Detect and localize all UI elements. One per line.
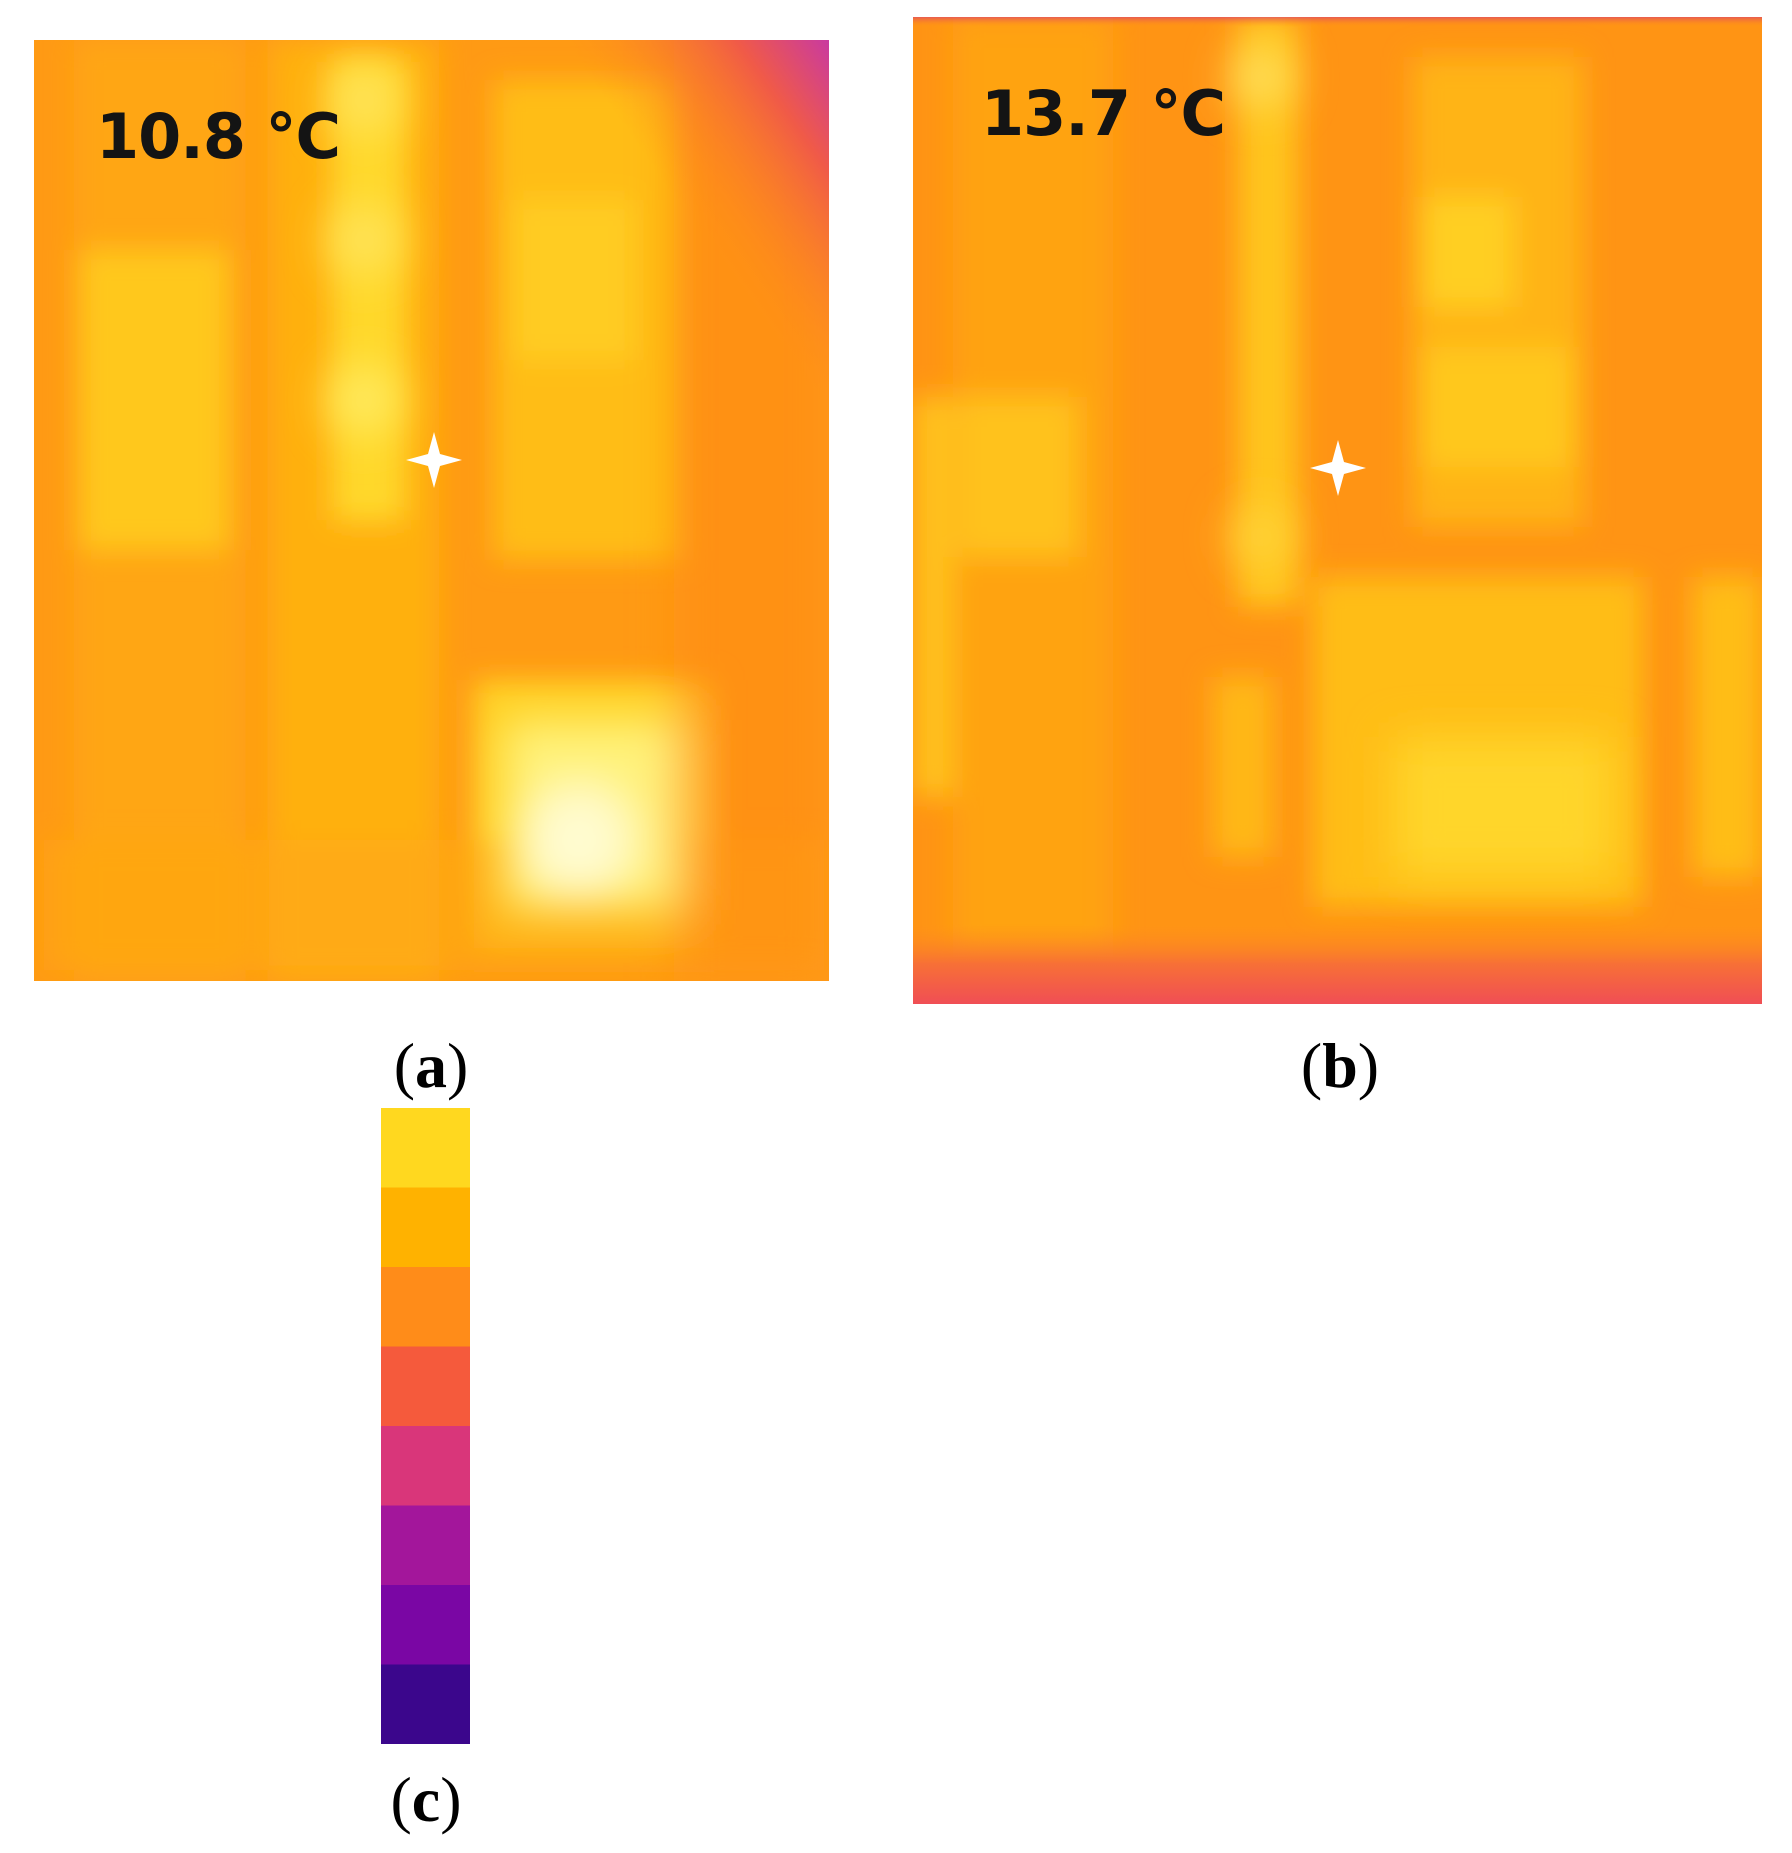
crosshair-a	[406, 432, 462, 488]
thermal-image-b: 13.7 °C	[913, 17, 1762, 1004]
thermal-scene-b	[913, 17, 1762, 1004]
temperature-readout-a: 10.8 °C	[96, 100, 341, 173]
crosshair-b	[1310, 440, 1366, 496]
temperature-readout-b: 13.7 °C	[981, 77, 1226, 150]
thermal-scene-a	[34, 40, 829, 981]
caption-b: (b)	[1300, 1030, 1380, 1101]
caption-c: (c)	[390, 1764, 462, 1835]
color-scale-bar	[381, 1108, 470, 1744]
caption-a: (a)	[393, 1030, 469, 1101]
thermal-image-a: 10.8 °C	[34, 40, 829, 981]
